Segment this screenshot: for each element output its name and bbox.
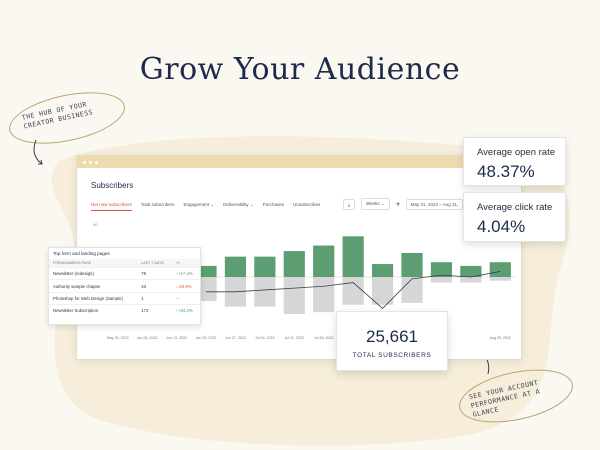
form-name: Newsletter Subscription xyxy=(49,304,138,317)
callout-arrow-top-icon xyxy=(33,139,43,165)
form-change: — xyxy=(171,291,200,305)
period-value: Weeks xyxy=(366,201,380,206)
form-name: Authority sample chapter xyxy=(49,279,138,293)
window-titlebar xyxy=(77,156,521,168)
form-change: ↓-34.5% xyxy=(171,279,200,293)
net-line xyxy=(206,271,501,309)
gain-bar xyxy=(489,262,511,277)
y-tick-label: 40 xyxy=(93,222,98,227)
x-tick-label: Jun 20, 2022 xyxy=(196,336,217,340)
tab-net-new-subscribers[interactable]: Net new subscribers xyxy=(91,202,132,211)
tab-label: Engagement xyxy=(183,202,210,207)
x-tick-label: May 30, 2022 xyxy=(107,336,129,340)
page-headline: Grow Your Audience xyxy=(139,52,461,87)
tab-label: Deliverability xyxy=(223,202,249,207)
window-dot-icon xyxy=(89,160,92,164)
x-tick-label: Jun 06, 2022 xyxy=(137,336,158,340)
x-tick-label: Jun 27, 2022 xyxy=(225,336,246,340)
table-row[interactable]: Newsletter (redesign) 78 ↑+17.4% xyxy=(49,266,200,280)
top-forms-card: Top form and landing pages FORM/LANDING … xyxy=(48,247,201,325)
gain-bar xyxy=(224,256,247,277)
gain-bar xyxy=(195,265,217,277)
form-change: ↑+34.2% xyxy=(171,304,200,317)
column-header: +/- xyxy=(171,259,200,268)
form-name: Newsletter (redesign) xyxy=(49,266,138,280)
click-rate-label: Average click rate xyxy=(477,202,553,213)
tab-engagement[interactable]: Engagement ⌄ xyxy=(184,202,215,211)
x-tick-label: Jul 04, 2022 xyxy=(255,336,275,340)
loss-bar xyxy=(283,277,305,314)
total-subscribers-label: TOTAL SUBSCRIBERS xyxy=(352,352,432,359)
date-range-input[interactable]: May 31, 2022 – Aug 31, xyxy=(405,198,464,210)
tab-purchases[interactable]: Purchases xyxy=(262,202,284,207)
loss-bar xyxy=(254,277,276,307)
window-dot-icon xyxy=(83,160,86,164)
click-rate-value: 4.04% xyxy=(477,217,526,236)
form-change: ↑+17.4% xyxy=(171,266,200,280)
form-count: 1 xyxy=(137,291,172,305)
chevron-down-icon: ⌄ xyxy=(380,201,385,206)
table-row[interactable]: Newsletter Subscription 172 ↑+34.2% xyxy=(49,304,200,317)
x-tick-label: Aug 29, 2022 xyxy=(490,336,511,340)
open-rate-card: Average open rate 48.37% xyxy=(463,137,566,186)
loss-bar xyxy=(313,277,335,313)
gain-bar xyxy=(430,262,453,277)
chart-tools: ⤓ Weeks ⌄ ⧩ May 31, 2022 – Aug 31, xyxy=(343,198,464,210)
period-select[interactable]: Weeks ⌄ xyxy=(361,198,390,210)
table-row[interactable]: Photoshop for Web Design (Sample) 1 — xyxy=(49,291,200,305)
filter-icon[interactable]: ⧩ xyxy=(395,201,400,207)
top-forms-title: Top form and landing pages xyxy=(53,251,110,256)
gain-bar xyxy=(401,252,423,277)
gain-bar xyxy=(342,236,364,277)
x-tick-label: Jun 13, 2022 xyxy=(166,336,187,340)
loss-bar xyxy=(401,277,423,303)
form-count: 78 xyxy=(137,266,172,280)
chevron-down-icon: ⌄ xyxy=(210,202,215,207)
chart-tabs: Net new subscribers Total subscribers En… xyxy=(91,202,320,211)
x-tick-label: Jul 11, 2022 xyxy=(285,336,304,340)
tab-total-subscribers[interactable]: Total subscribers xyxy=(140,202,175,207)
open-rate-label: Average open rate xyxy=(477,147,555,158)
form-count: 43 xyxy=(137,279,172,293)
form-name: Photoshop for Web Design (Sample) xyxy=(49,291,138,305)
loss-bar xyxy=(430,277,453,283)
loss-bar xyxy=(342,277,364,305)
tab-unsubscribes[interactable]: Unsubscribes xyxy=(292,202,321,207)
gain-bar xyxy=(254,256,276,277)
download-icon: ⤓ xyxy=(348,201,350,207)
form-count: 172 xyxy=(137,304,172,317)
column-header: LAST 7 DAYS xyxy=(137,259,172,268)
loss-bar xyxy=(489,277,511,281)
chevron-down-icon: ⌄ xyxy=(249,202,254,207)
loss-bar xyxy=(371,277,394,305)
column-header: FORM/LANDING PAGE xyxy=(49,259,138,268)
click-rate-card: Average click rate 4.04% xyxy=(463,192,566,242)
top-forms-table: FORM/LANDING PAGE LAST 7 DAYS +/- Newsle… xyxy=(49,259,200,317)
gain-bar xyxy=(313,245,335,277)
window-dot-icon xyxy=(95,160,98,164)
total-subscribers-value: 25,661 xyxy=(366,327,418,346)
loss-bar xyxy=(460,277,482,283)
gain-bar xyxy=(460,265,482,277)
tab-deliverability[interactable]: Deliverability ⌄ xyxy=(223,202,254,211)
download-button[interactable]: ⤓ xyxy=(343,198,355,210)
table-row[interactable]: Authority sample chapter 43 ↓-34.5% xyxy=(49,279,200,293)
gain-bar xyxy=(371,264,394,277)
gain-bar xyxy=(283,251,305,277)
window-title: Subscribers xyxy=(91,181,134,190)
x-tick-label: Jul 18, 2022 xyxy=(314,336,334,340)
open-rate-value: 48.37% xyxy=(477,162,535,181)
total-subscribers-card: 25,661 TOTAL SUBSCRIBERS xyxy=(336,311,448,371)
